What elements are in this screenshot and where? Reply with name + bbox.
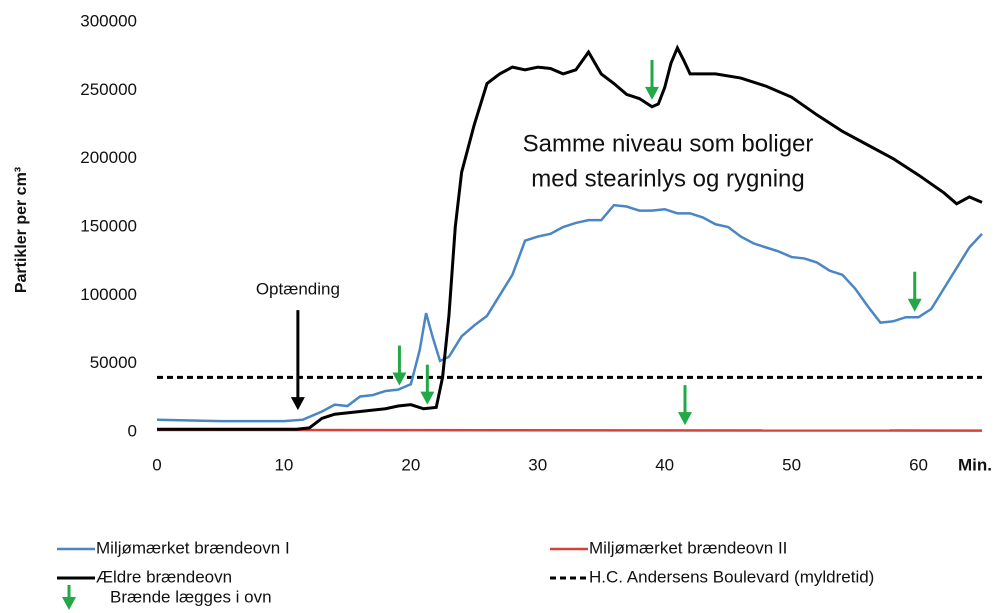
- y-tick-label: 150000: [80, 216, 137, 235]
- arrow-head: [907, 298, 922, 312]
- series-line: [156, 203, 983, 423]
- note: Samme niveau som boliger: [523, 130, 814, 157]
- legend-label: Miljømærket brændeovn I: [96, 538, 290, 557]
- annotation: Optænding: [256, 280, 340, 299]
- legend-label: Brænde lægges i ovn: [110, 587, 272, 606]
- arrow-head: [62, 597, 76, 610]
- x-tick-label: 10: [274, 455, 293, 474]
- x-tick-label: 30: [528, 455, 547, 474]
- event-arrow: [420, 364, 435, 405]
- legend-label: Ældre brændeovn: [96, 567, 232, 586]
- legend-label: H.C. Andersens Boulevard (myldretid): [589, 567, 874, 586]
- x-tick-label: 40: [655, 455, 674, 474]
- arrow-head: [420, 391, 435, 405]
- event-arrow: [645, 59, 659, 100]
- y-tick-label: 100000: [80, 285, 137, 304]
- ignition-arrow: [290, 310, 305, 411]
- arrow-head: [645, 86, 659, 100]
- y-axis-label: Partikler per cm³: [13, 167, 30, 293]
- x-axis-label: Min.: [958, 455, 992, 474]
- x-tick-label: 0: [152, 455, 161, 474]
- note: med stearinlys og rygning: [531, 165, 804, 192]
- y-tick-label: 50000: [90, 353, 137, 372]
- event-arrow: [392, 345, 407, 386]
- arrow-head: [290, 397, 305, 411]
- legend-label: Miljømærket brændeovn II: [589, 538, 787, 557]
- y-tick-label: 200000: [80, 148, 137, 167]
- legend-arrow: [62, 585, 76, 610]
- series-line: [157, 44, 983, 431]
- y-tick-label: 0: [128, 421, 137, 440]
- event-arrow: [907, 271, 922, 312]
- arrow-head: [678, 412, 692, 426]
- y-tick-label: 300000: [80, 11, 137, 30]
- event-arrow: [678, 385, 692, 426]
- x-tick-label: 50: [782, 455, 801, 474]
- x-tick-label: 20: [401, 455, 420, 474]
- arrow-head: [392, 372, 407, 386]
- y-tick-label: 250000: [80, 80, 137, 99]
- x-tick-label: 60: [909, 455, 928, 474]
